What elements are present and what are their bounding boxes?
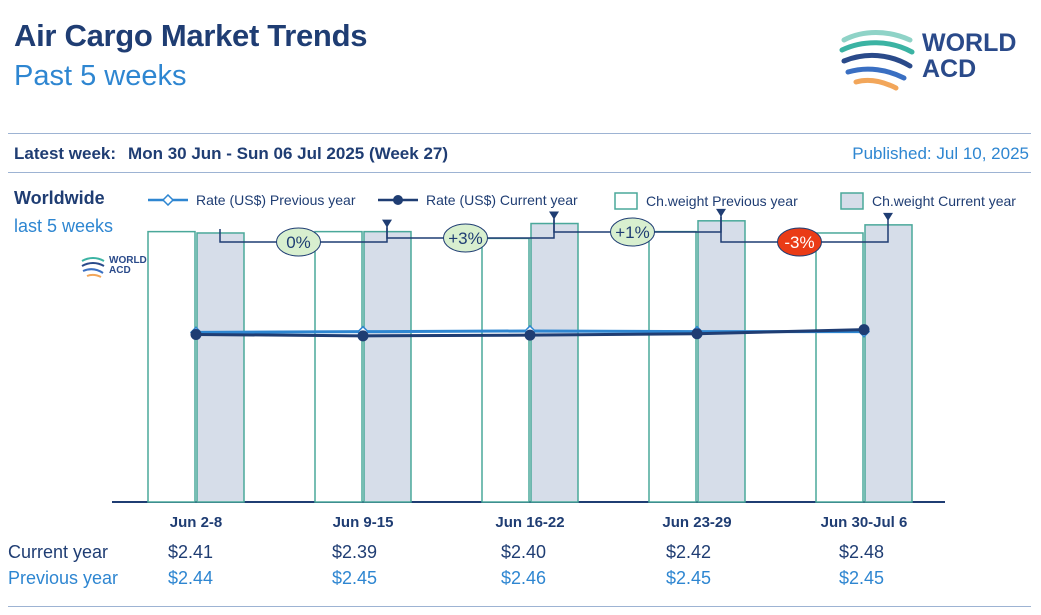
bar-cw-previous bbox=[481, 237, 530, 503]
x-tick-label: Jun 2-8 bbox=[170, 514, 223, 531]
page-title: Air Cargo Market Trends bbox=[14, 18, 368, 53]
divider bbox=[8, 606, 1031, 607]
rate-current-point bbox=[691, 328, 703, 340]
legend-cw-previous: Ch.weight Previous year bbox=[614, 192, 798, 210]
previous-year-rate-cell: $2.45 bbox=[666, 568, 712, 588]
divider bbox=[8, 172, 1031, 173]
legend-rate-current-label: Rate (US$) Current year bbox=[426, 192, 578, 208]
x-tick-label: Jun 23-29 bbox=[662, 514, 731, 531]
bar-cw-previous bbox=[314, 230, 363, 503]
current-year-rate-cell: $2.40 bbox=[501, 542, 547, 562]
latest-week-value: Mon 30 Jun - Sun 06 Jul 2025 (Week 27) bbox=[128, 144, 449, 163]
divider bbox=[8, 133, 1031, 134]
bar-cw-previous bbox=[815, 232, 864, 503]
rate-current-point bbox=[357, 330, 369, 342]
change-arrow-icon bbox=[883, 212, 893, 221]
change-bubble bbox=[777, 227, 822, 257]
current-year-rate-cell: $2.39 bbox=[332, 542, 378, 562]
legend-rate-current-swatch bbox=[378, 195, 418, 205]
chart-canvas: 0% +3% +1% -3% Jun 2-8 Jun 9-15 Jun 16-22 Jun … bbox=[112, 208, 945, 531]
rate-current-point bbox=[190, 328, 202, 340]
previous-year-row-label: Previous year bbox=[8, 568, 119, 588]
legend-rate-previous-label: Rate (US$) Previous year bbox=[196, 192, 356, 208]
small-logo-swoosh-icon bbox=[81, 257, 105, 278]
bar-cw-previous bbox=[147, 230, 196, 503]
legend-cw-current-swatch bbox=[840, 192, 864, 210]
bar-cw-current bbox=[697, 220, 746, 503]
x-tick-label: Jun 9-15 bbox=[333, 514, 394, 531]
legend-cw-previous-label: Ch.weight Previous year bbox=[646, 193, 798, 209]
rate-current-point bbox=[858, 324, 870, 336]
page-subtitle: Past 5 weeks bbox=[14, 60, 187, 92]
small-logo-acd: ACD bbox=[109, 265, 131, 276]
rate-current-point bbox=[524, 329, 536, 341]
previous-year-rate-cell: $2.45 bbox=[332, 568, 378, 588]
change-arrow-icon bbox=[716, 208, 726, 217]
bar-cw-current bbox=[864, 224, 913, 503]
bar-cw-current bbox=[530, 222, 579, 503]
current-year-row-label: Current year bbox=[8, 542, 109, 562]
previous-year-rate-cell: $2.46 bbox=[501, 568, 547, 588]
change-arrow-icon bbox=[382, 219, 392, 228]
change-bubble bbox=[443, 223, 488, 253]
latest-week-label: Latest week: bbox=[14, 144, 117, 163]
legend-cw-current-label: Ch.weight Current year bbox=[872, 193, 1016, 209]
change-arrow-icon bbox=[549, 211, 559, 220]
published-date: Published: Jul 10, 2025 bbox=[852, 144, 1029, 163]
legend-rate-previous: Rate (US$) Previous year bbox=[148, 192, 356, 208]
previous-year-rate-cell: $2.45 bbox=[839, 568, 885, 588]
small-logo-world: WORLD bbox=[109, 255, 147, 266]
world-acd-logo: WORLD ACD bbox=[838, 20, 1038, 95]
current-year-rate-cell: $2.41 bbox=[168, 542, 214, 562]
small-world-acd-logo: WORLD ACD bbox=[80, 254, 160, 284]
current-year-rate-cell: $2.42 bbox=[666, 542, 712, 562]
change-bubble bbox=[610, 217, 655, 247]
change-label: +3% bbox=[448, 229, 483, 248]
legend-rate-current: Rate (US$) Current year bbox=[378, 192, 578, 208]
bar-cw-current bbox=[196, 232, 245, 503]
legend-rate-previous-swatch bbox=[148, 194, 188, 206]
bar-cw-current bbox=[363, 230, 412, 503]
latest-week: Latest week: Mon 30 Jun - Sun 06 Jul 2025… bbox=[14, 144, 448, 164]
current-year-rate-cell: $2.48 bbox=[839, 542, 885, 562]
change-label: 0% bbox=[286, 233, 311, 252]
change-bubble bbox=[276, 227, 321, 257]
previous-year-rate-cell: $2.44 bbox=[168, 568, 214, 588]
bar-cw-previous bbox=[648, 230, 697, 503]
period-label: last 5 weeks bbox=[14, 216, 114, 236]
x-tick-label: Jun 30-Jul 6 bbox=[821, 514, 908, 531]
legend-cw-previous-swatch bbox=[614, 192, 638, 210]
legend-cw-current: Ch.weight Current year bbox=[840, 192, 1016, 210]
logo-text-acd: ACD bbox=[922, 55, 977, 83]
region-label: Worldwide bbox=[14, 188, 105, 208]
change-label: -3% bbox=[784, 233, 814, 252]
logo-text-world: WORLD bbox=[922, 29, 1017, 57]
x-tick-label: Jun 16-22 bbox=[495, 514, 564, 531]
change-label: +1% bbox=[615, 223, 650, 242]
world-acd-swoosh-icon bbox=[839, 30, 915, 91]
